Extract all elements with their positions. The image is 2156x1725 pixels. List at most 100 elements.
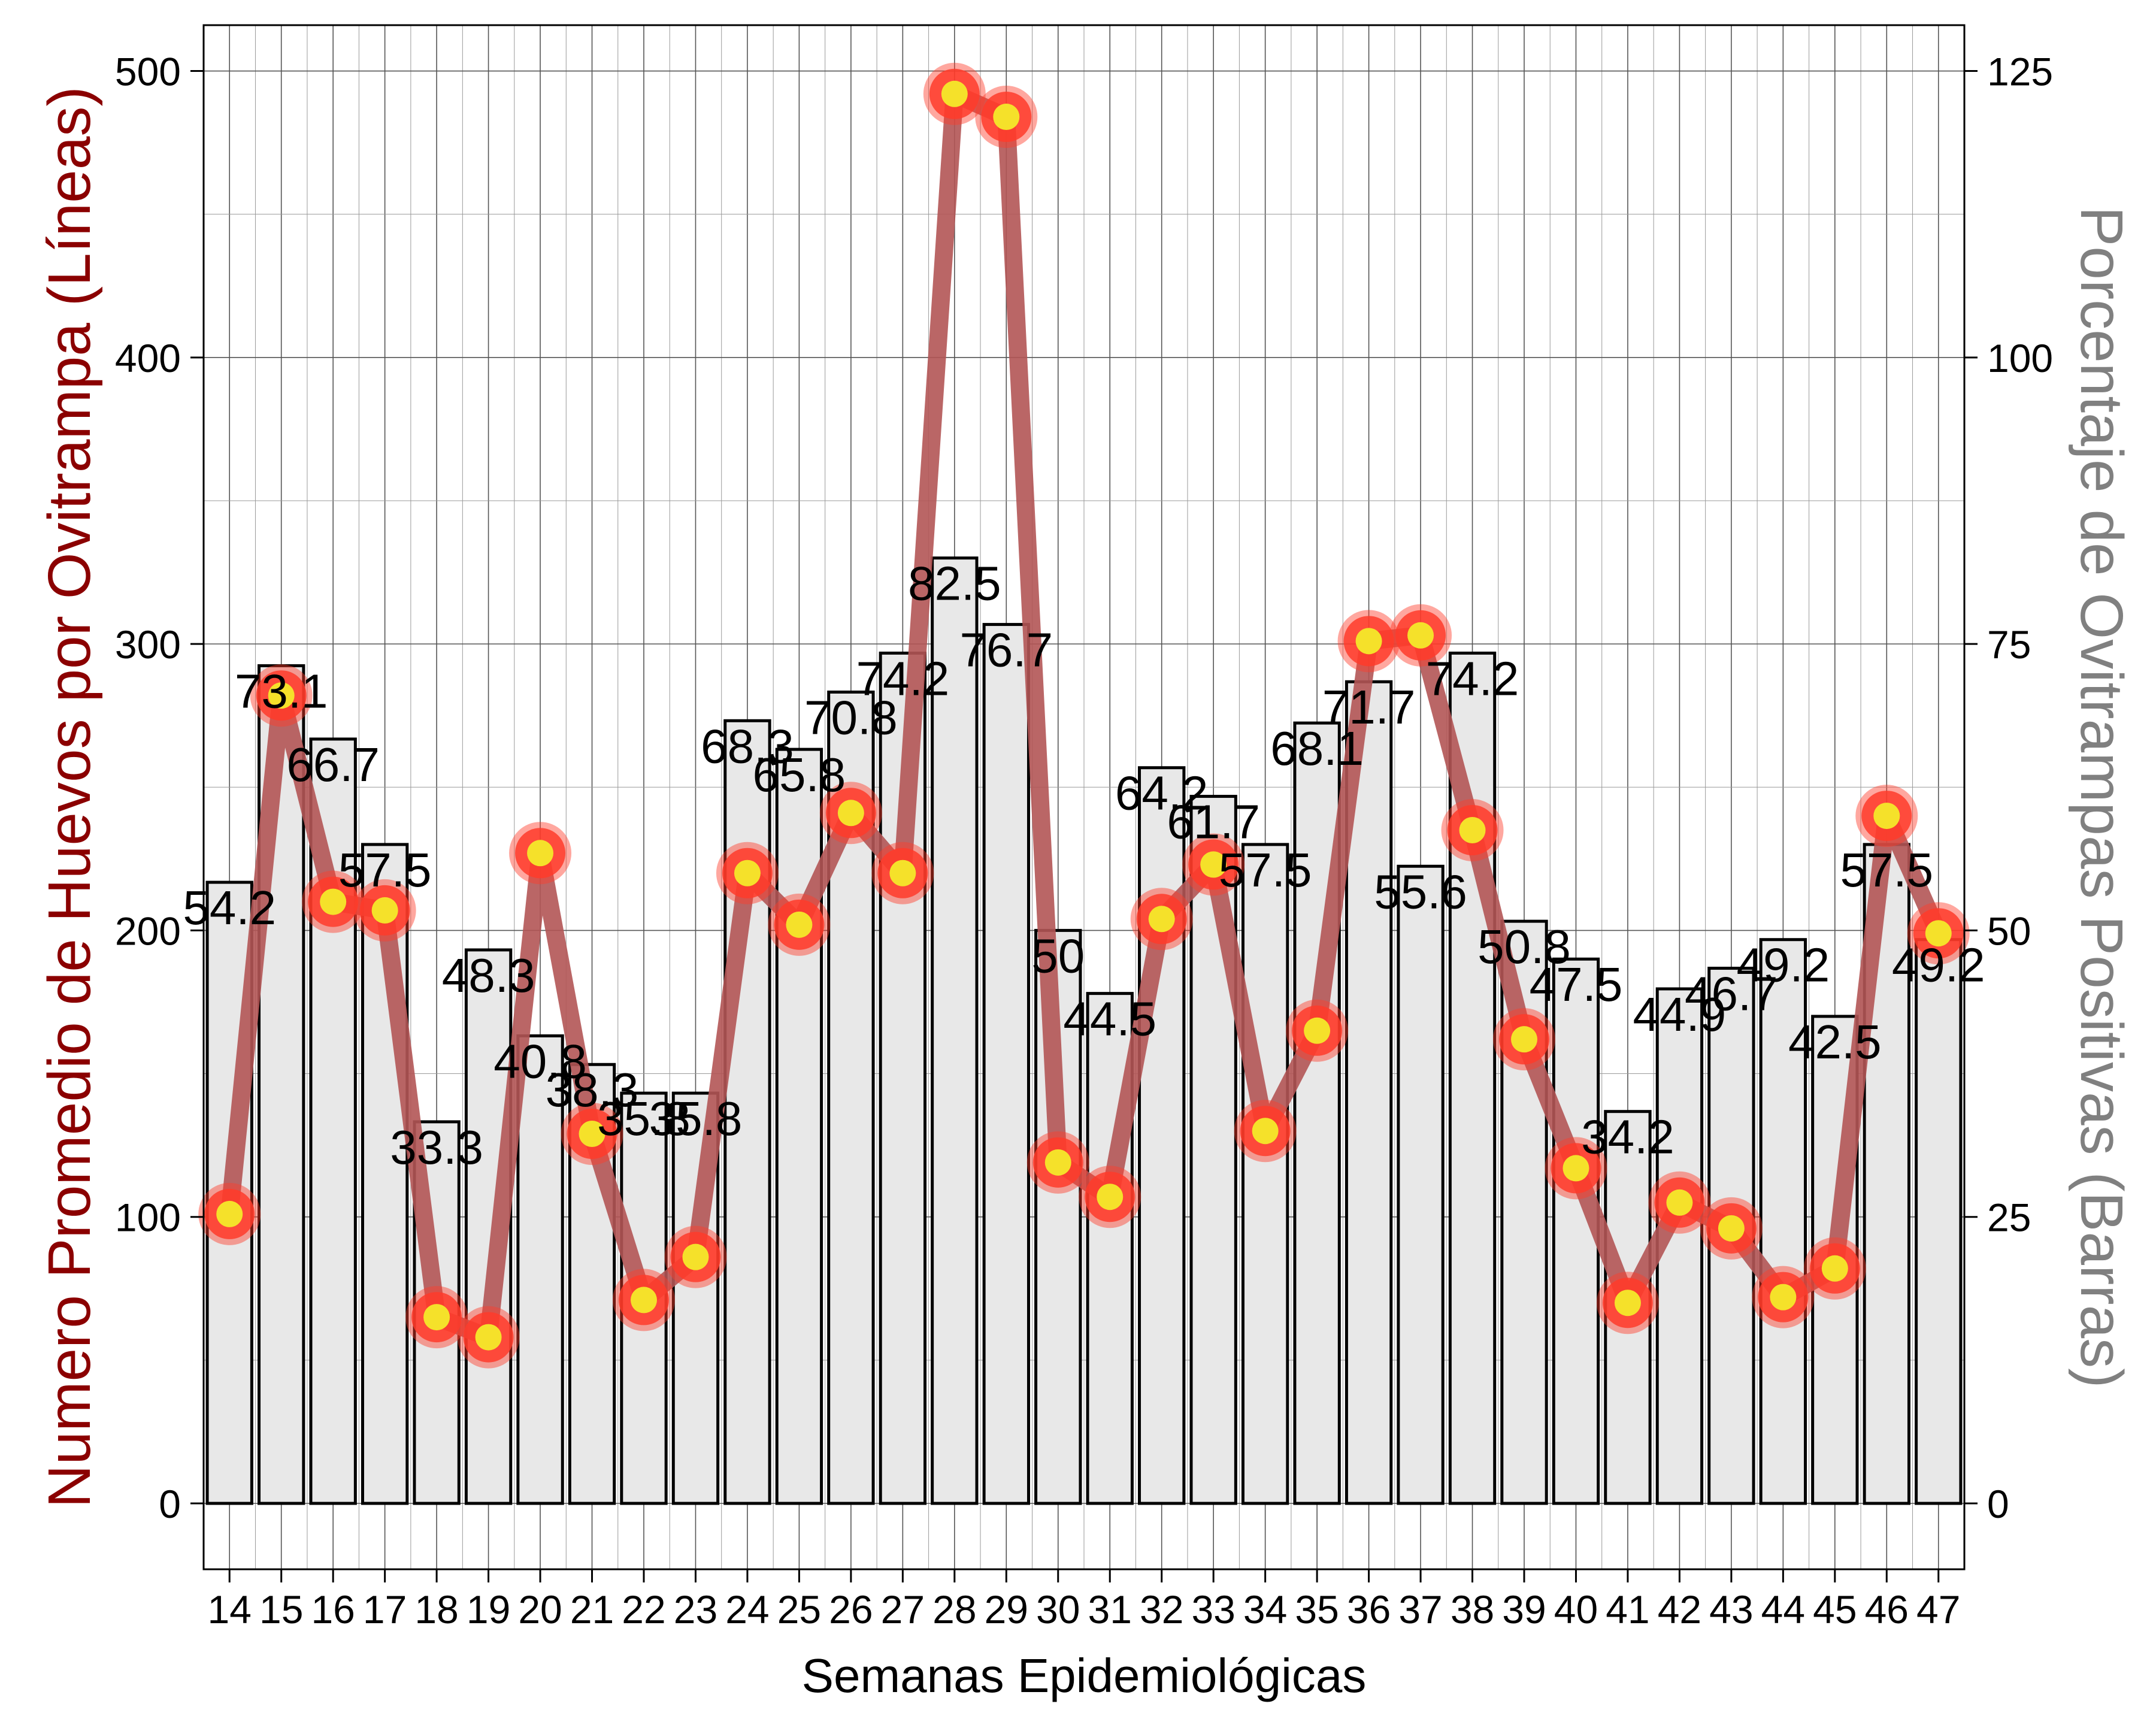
data-point-core bbox=[1407, 622, 1434, 649]
bar-value-label: 50 bbox=[1031, 929, 1085, 982]
data-point-core bbox=[889, 860, 916, 886]
bar-value-label: 68.3 bbox=[701, 719, 794, 773]
x-tick-label: 46 bbox=[1865, 1587, 1909, 1632]
bar-value-label: 64.2 bbox=[1115, 767, 1209, 820]
line-series bbox=[220, 84, 1948, 1346]
bar-value-label: 47.5 bbox=[1530, 958, 1623, 1011]
data-point-core bbox=[475, 1324, 502, 1351]
x-tick-label: 21 bbox=[570, 1587, 614, 1632]
bar-value-label: 65.8 bbox=[753, 748, 846, 801]
bar bbox=[931, 556, 979, 1505]
bar-value-label: 57.5 bbox=[1840, 843, 1933, 897]
x-axis-label: Semanas Epidemiológicas bbox=[802, 1649, 1367, 1702]
x-tick-label: 26 bbox=[829, 1587, 873, 1632]
data-point-core bbox=[941, 80, 968, 107]
data-point-core bbox=[216, 1200, 243, 1227]
y2-axis-label: Porcentaje de Ovitrampas Positivas (Barr… bbox=[2068, 207, 2135, 1388]
x-tick-label: 39 bbox=[1502, 1587, 1546, 1632]
bar-value-label: 57.5 bbox=[1219, 843, 1312, 897]
x-tick-label: 34 bbox=[1243, 1587, 1287, 1632]
x-tick-label: 36 bbox=[1347, 1587, 1391, 1632]
bar-value-label: 35.8 bbox=[649, 1092, 743, 1145]
x-tick-label: 28 bbox=[932, 1587, 976, 1632]
data-point-core bbox=[734, 860, 761, 886]
bar-value-label: 76.7 bbox=[959, 624, 1053, 677]
bar-labels: 54.2 73.1 66.7 57.5 33.3 48.3 40.838.335.835.8… bbox=[183, 557, 1985, 1174]
line-path bbox=[220, 84, 1948, 1346]
data-point-core bbox=[320, 888, 347, 915]
bar-value-label: 55.6 bbox=[1374, 865, 1467, 918]
data-point-core bbox=[631, 1287, 657, 1314]
x-tick-label: 30 bbox=[1036, 1587, 1080, 1632]
y-tick-label: 300 bbox=[115, 622, 181, 667]
bar bbox=[1189, 795, 1237, 1505]
data-point-core bbox=[1563, 1155, 1589, 1182]
x-tick-label: 18 bbox=[414, 1587, 458, 1632]
data-point-core bbox=[1355, 628, 1382, 655]
bar-value-label: 61.7 bbox=[1167, 795, 1260, 849]
data-point-core bbox=[682, 1243, 709, 1270]
y-tick-label: 100 bbox=[115, 1196, 181, 1240]
data-point-core bbox=[1873, 803, 1900, 830]
data-point-core bbox=[1718, 1215, 1745, 1242]
data-point-core bbox=[1097, 1184, 1124, 1210]
data-point-core bbox=[371, 897, 398, 924]
bar-value-label: 44.9 bbox=[1633, 988, 1727, 1041]
data-point-core bbox=[527, 840, 554, 867]
x-tick-label: 40 bbox=[1554, 1587, 1598, 1632]
x-tick-label: 47 bbox=[1916, 1587, 1960, 1632]
data-point-core bbox=[1511, 1026, 1537, 1053]
x-tick-label: 20 bbox=[518, 1587, 562, 1632]
data-point-core bbox=[1148, 906, 1175, 933]
data-point-core bbox=[268, 682, 295, 709]
data-point-core bbox=[1770, 1284, 1797, 1311]
bar-value-label: 68.1 bbox=[1270, 722, 1364, 775]
bar-value-label: 35.8 bbox=[597, 1092, 691, 1145]
bar bbox=[1500, 919, 1548, 1505]
x-tick-label: 17 bbox=[363, 1587, 407, 1632]
markers bbox=[198, 62, 1970, 1369]
x-tick-label: 41 bbox=[1606, 1587, 1649, 1632]
x-tick-label: 27 bbox=[881, 1587, 925, 1632]
data-point-core bbox=[786, 911, 813, 938]
plot-frame bbox=[202, 24, 1966, 1570]
bar-value-label: 49.2 bbox=[1892, 939, 1985, 992]
y2-tick-label: 100 bbox=[1987, 336, 2053, 380]
y2-tick-label: 75 bbox=[1987, 622, 2031, 667]
bar-value-label: 48.3 bbox=[442, 949, 535, 1002]
bar bbox=[1915, 938, 1963, 1505]
bar-value-label: 46.7 bbox=[1685, 967, 1778, 1021]
x-tick-label: 23 bbox=[674, 1587, 717, 1632]
x-tick-label: 16 bbox=[311, 1587, 355, 1632]
bar-value-label: 40.8 bbox=[493, 1034, 587, 1088]
bar-value-label: 70.8 bbox=[804, 691, 898, 744]
data-point-core bbox=[1666, 1189, 1693, 1216]
axes: 0 100 200 300 400 500 0 25 50 75 100 125 14 15 16 17 18 1… bbox=[115, 50, 2053, 1632]
bar bbox=[1397, 864, 1445, 1505]
y-tick-label: 500 bbox=[115, 50, 181, 94]
x-tick-label: 35 bbox=[1295, 1587, 1339, 1632]
bar bbox=[1241, 843, 1289, 1505]
y2-tick-label: 50 bbox=[1987, 909, 2031, 953]
bar-value-label: 57.5 bbox=[338, 843, 432, 897]
data-point-core bbox=[1044, 1149, 1071, 1176]
x-tick-label: 37 bbox=[1398, 1587, 1442, 1632]
data-point-core bbox=[1200, 851, 1227, 878]
data-point-core bbox=[1252, 1118, 1279, 1145]
x-tick-label: 25 bbox=[777, 1587, 821, 1632]
bar bbox=[775, 748, 823, 1505]
x-tick-label: 42 bbox=[1658, 1587, 1701, 1632]
x-tick-label: 33 bbox=[1191, 1587, 1235, 1632]
bar bbox=[516, 1034, 564, 1505]
y-axis-label: Numero Promedio de Huevos por Ovitrampa … bbox=[36, 86, 103, 1508]
bar-value-label: 34.2 bbox=[1581, 1110, 1674, 1164]
y2-tick-label: 0 bbox=[1987, 1482, 2009, 1526]
bar-value-label: 54.2 bbox=[183, 881, 276, 934]
bar-value-label: 49.2 bbox=[1737, 939, 1830, 992]
x-tick-label: 24 bbox=[725, 1587, 769, 1632]
bar-value-label: 33.3 bbox=[390, 1121, 483, 1174]
y-tick-label: 400 bbox=[115, 336, 181, 380]
x-tick-label: 38 bbox=[1451, 1587, 1494, 1632]
bar-value-label: 74.2 bbox=[856, 652, 950, 705]
y2-tick-label: 125 bbox=[1987, 50, 2053, 94]
